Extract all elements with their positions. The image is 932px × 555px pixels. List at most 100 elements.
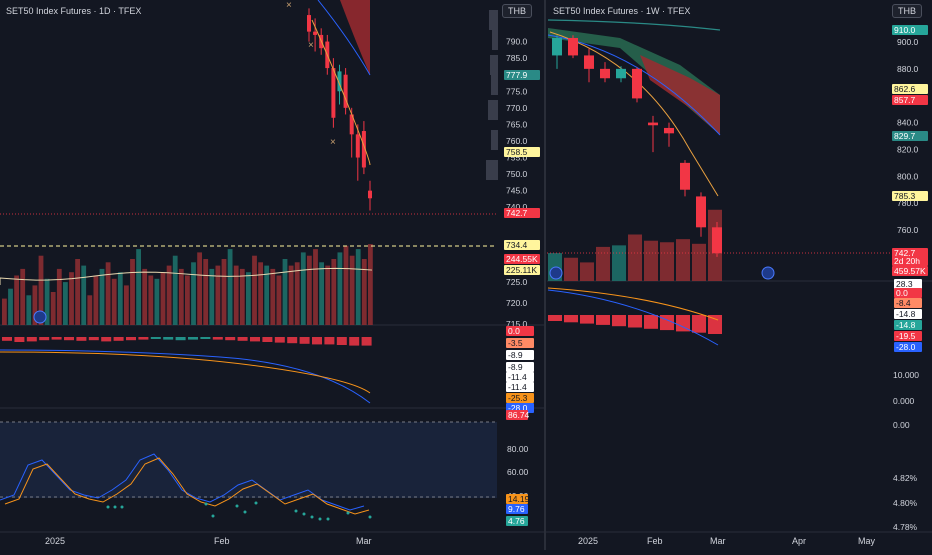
left-price-badge-2-bg bbox=[504, 208, 540, 218]
left-rsi-tick-1: 60.00 bbox=[507, 467, 529, 477]
left-rsi-badge-1-bg bbox=[506, 494, 528, 504]
right-candle-body-8 bbox=[680, 162, 690, 190]
left-volume-bar-4 bbox=[26, 295, 32, 325]
left-volume-bar-51 bbox=[313, 249, 318, 325]
left-macd-badge-2: -8.9 bbox=[508, 350, 523, 360]
right-price-tick-6: 760.0 bbox=[897, 225, 919, 235]
left-price-tick-6: 760.0 bbox=[506, 136, 528, 146]
right-price-badge-5: 742.7 bbox=[894, 248, 916, 258]
right-macd-badge-2-bg bbox=[894, 298, 922, 308]
right-macd-bar-10 bbox=[708, 315, 722, 334]
right-price-tick-5: 780.0 bbox=[897, 198, 919, 208]
left-macd-bar-13 bbox=[163, 337, 174, 340]
right-lower-tick-0: 10.000 bbox=[893, 370, 919, 380]
left-price-badge-4-bg bbox=[504, 254, 540, 264]
left-volume-bar-52 bbox=[319, 262, 324, 325]
left-rsi-badge-1: 14.19 bbox=[508, 494, 530, 504]
right-macd-badge-3-bg bbox=[894, 309, 922, 319]
left-rsi-badge-0-bg bbox=[506, 410, 528, 420]
left-rsi-line bbox=[0, 453, 365, 511]
left-macd-bar-22 bbox=[274, 337, 285, 343]
left-rsi-badge-2: 9.76 bbox=[508, 504, 525, 514]
left-macd-badge-5-bg bbox=[506, 382, 534, 392]
left-volume-bar-32 bbox=[197, 252, 202, 325]
left-rsi-badge-3-bg bbox=[506, 516, 528, 526]
left-volume-bar-55 bbox=[337, 252, 343, 325]
left-volume-bar-8 bbox=[50, 292, 56, 325]
right-price-badge-5-bg bbox=[892, 248, 928, 258]
left-macd-bar-19 bbox=[237, 337, 248, 341]
left-volume-bar-53 bbox=[325, 265, 331, 325]
left-macd-bar-4 bbox=[51, 337, 62, 340]
left-volume-bar-46 bbox=[282, 259, 288, 325]
right-currency-button[interactable]: THB bbox=[892, 4, 922, 18]
right-macd-badge-5-bg bbox=[894, 331, 922, 341]
left-macd-bar-28 bbox=[349, 337, 360, 346]
right-volume-bar-6 bbox=[644, 240, 658, 281]
right-macd-badge-5: -19.5 bbox=[896, 331, 916, 341]
right-candle-body-2 bbox=[584, 55, 594, 69]
left-price-badge-1: 758.5 bbox=[506, 147, 528, 157]
right-candle-body-9 bbox=[696, 196, 706, 228]
left-price-tick-5: 765.0 bbox=[506, 119, 528, 129]
left-macd-line bbox=[0, 349, 371, 404]
left-volume-bar-57 bbox=[349, 255, 355, 325]
left-rsi-badge-0: 86.74 bbox=[508, 410, 530, 420]
right-volume-bar-3 bbox=[596, 246, 610, 281]
left-replay-icon bbox=[33, 310, 47, 324]
right-macd-badge-0-bg bbox=[894, 279, 922, 289]
left-candle-body-4 bbox=[331, 68, 336, 118]
right-candle-body-4 bbox=[616, 68, 626, 79]
left-macd-bar-2 bbox=[26, 337, 37, 342]
left-volume-bar-49 bbox=[300, 252, 306, 325]
left-rsi-dot-5 bbox=[235, 504, 239, 508]
left-price-badge-2: 742.7 bbox=[506, 208, 528, 218]
left-volume-bar-54 bbox=[331, 259, 337, 325]
left-macd-bar-17 bbox=[212, 337, 223, 340]
right-price-badge-3: 829.7 bbox=[894, 131, 916, 141]
left-volume-bar-1 bbox=[8, 288, 13, 325]
left-currency-button[interactable]: THB bbox=[502, 4, 532, 18]
left-macd-bar-0 bbox=[2, 337, 12, 341]
left-price-badge-4: 244.55K bbox=[506, 254, 538, 264]
volume-profile-bar-0 bbox=[489, 10, 498, 30]
right-macd-bar-0 bbox=[548, 315, 562, 321]
left-price-badge-5-bg bbox=[504, 265, 540, 275]
right-macd-badge-2: -8.4 bbox=[896, 298, 911, 308]
right-time-label-0: 2025 bbox=[578, 536, 598, 546]
left-volume-bar-35 bbox=[215, 265, 221, 325]
left-volume-bar-21 bbox=[130, 259, 135, 325]
left-volume-bar-19 bbox=[117, 272, 123, 325]
left-macd-badge-1: -3.5 bbox=[508, 338, 523, 348]
right-price-badge-2-bg bbox=[892, 95, 928, 105]
left-rsi-dot-0 bbox=[106, 505, 110, 509]
left-volume-bar-31 bbox=[191, 262, 196, 325]
left-price-badge-0-bg bbox=[504, 70, 540, 80]
left-volume-bar-9 bbox=[56, 268, 62, 325]
left-volume-bar-15 bbox=[93, 275, 99, 325]
left-rsi-dot-1 bbox=[113, 505, 117, 509]
left-macd-bar-24 bbox=[299, 337, 310, 344]
left-macd-badge-2-bg bbox=[506, 350, 534, 360]
right-price-badge-7: 459.57K bbox=[894, 266, 926, 276]
left-rsi-dot-13 bbox=[346, 511, 350, 515]
right-volume-bar-8 bbox=[676, 239, 690, 281]
left-rsi-dot-6 bbox=[243, 510, 247, 514]
left-volume-bar-56 bbox=[343, 245, 349, 325]
left-volume-bar-58 bbox=[355, 249, 361, 325]
left-volume-bar-13 bbox=[81, 265, 87, 325]
right-volume-bar-2 bbox=[580, 262, 594, 281]
left-rsi-dot-8 bbox=[294, 509, 298, 513]
left-macd-bar-5 bbox=[64, 337, 74, 341]
right-macd-badge-6-bg bbox=[894, 342, 922, 352]
left-cloud-ribbon bbox=[340, 0, 370, 75]
left-cross-marker-1: × bbox=[308, 40, 314, 51]
left-volume-bar-27 bbox=[166, 265, 172, 325]
right-price-badge-6-bg bbox=[892, 256, 928, 266]
left-candle-body-10 bbox=[368, 190, 372, 199]
right-price-tick-1: 880.0 bbox=[897, 64, 919, 74]
right-candle-body-5 bbox=[632, 68, 642, 99]
left-candle-body-5 bbox=[337, 71, 342, 92]
left-volume-bar-59 bbox=[361, 259, 367, 325]
